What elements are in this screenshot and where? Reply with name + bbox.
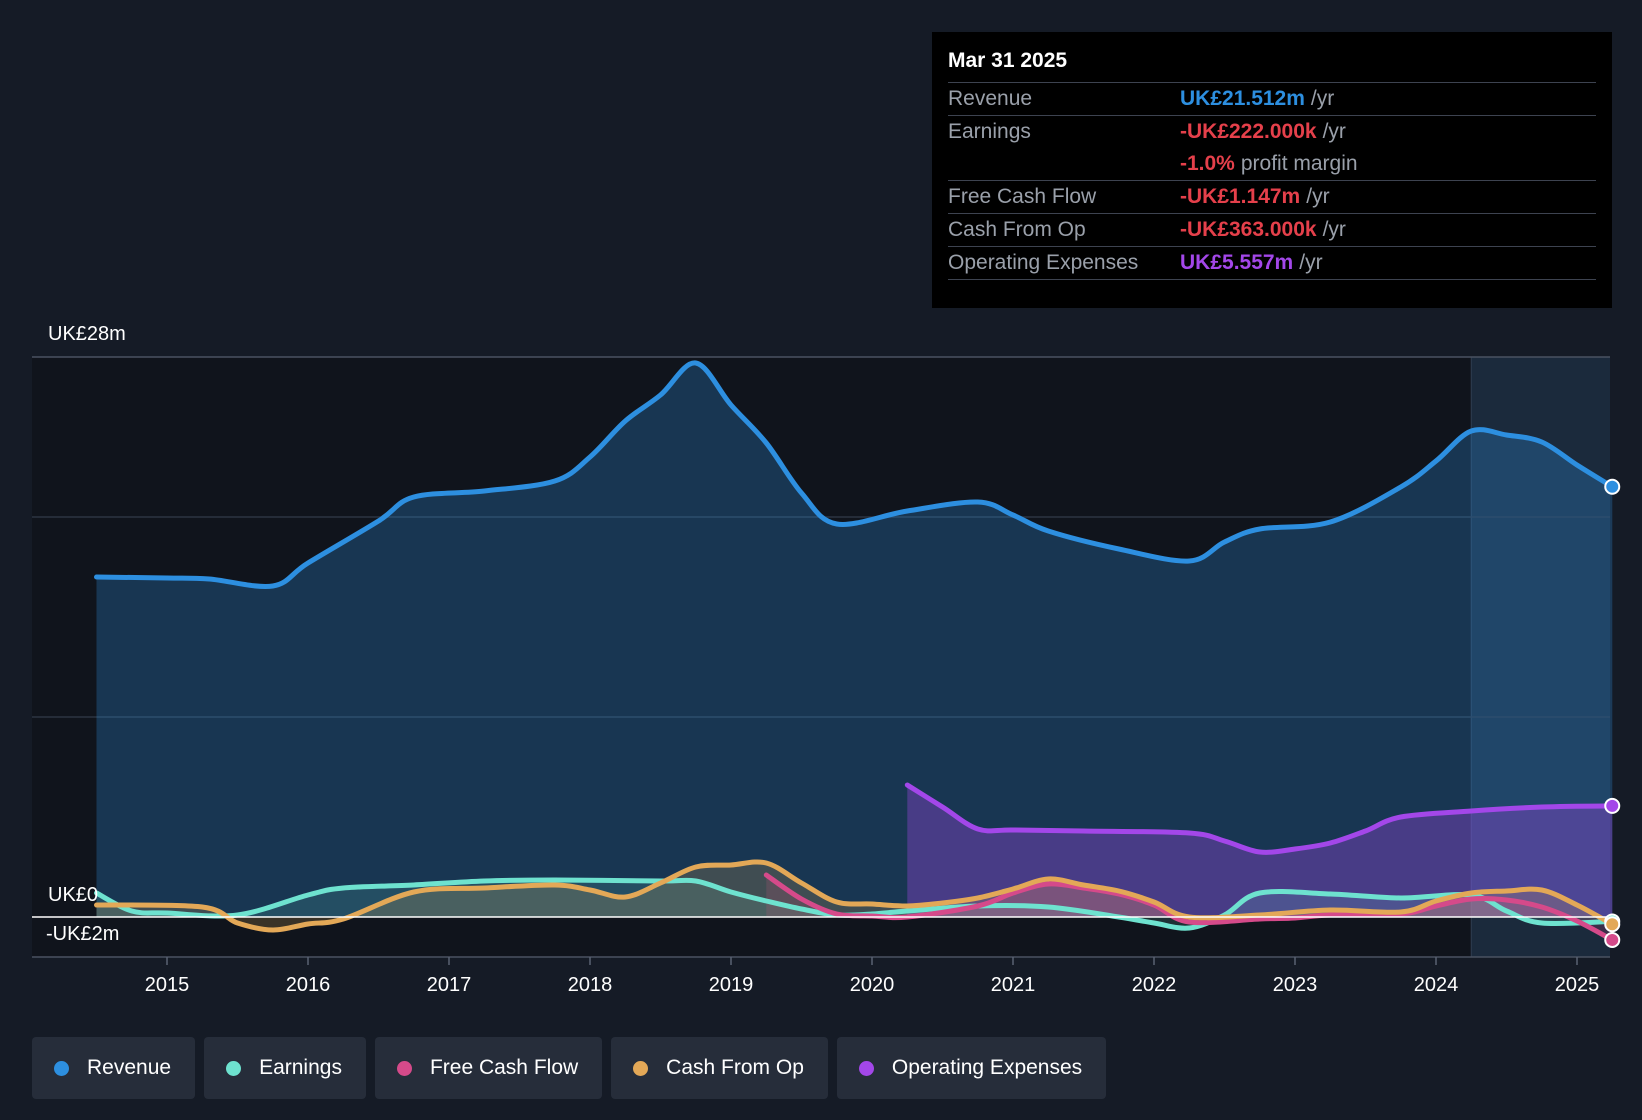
tooltip-label: Earnings	[948, 120, 1031, 143]
legend-label: Operating Expenses	[891, 1056, 1083, 1079]
end-marker-free-cash-flow	[1604, 931, 1621, 948]
area-revenue	[96, 362, 1613, 917]
tooltip-unit: /yr	[1322, 120, 1346, 143]
end-marker-revenue	[1604, 478, 1621, 495]
x-tick-label-2025: 2025	[1555, 974, 1600, 996]
x-tick-label-2017: 2017	[427, 974, 472, 996]
end-marker-operating-expenses	[1604, 797, 1621, 814]
area-cash-from-op	[96, 861, 1613, 931]
y-axis-top-label: UK£28m	[48, 323, 126, 345]
line-operating-expenses	[904, 782, 1615, 855]
legend-item-operating-expenses[interactable]: Operating Expenses	[836, 1037, 1107, 1099]
tooltip-value: -UK£363.000k	[1180, 218, 1317, 241]
tooltip-unit: /yr	[1310, 87, 1335, 110]
y-axis-bottom-label: -UK£2m	[46, 923, 119, 945]
forecast-region	[1471, 357, 1610, 957]
legend-label: Earnings	[259, 1056, 342, 1079]
legend-item-cash-from-op[interactable]: Cash From Op	[611, 1037, 828, 1099]
tooltip-row-cash-from-op: Cash From Op -UK£363.000k/yr	[948, 213, 1596, 246]
y-axis-zero-label: UK£0	[48, 884, 98, 906]
tooltip-label: Free Cash Flow	[948, 185, 1097, 208]
x-tick-label-2018: 2018	[568, 974, 613, 996]
x-tick-label-2023: 2023	[1273, 974, 1318, 996]
tooltip-row-earnings: Earnings -UK£222.000k/yr	[948, 115, 1596, 148]
legend-item-free-cash-flow[interactable]: Free Cash Flow	[374, 1037, 603, 1099]
tooltip-row-revenue: Revenue UK£21.512m/yr	[948, 82, 1596, 115]
tooltip-date: Mar 31 2025	[948, 49, 1068, 72]
legend-item-earnings[interactable]: Earnings	[204, 1037, 366, 1099]
tooltip-unit: profit margin	[1240, 152, 1358, 175]
tooltip-row-profit-margin: -1.0% profit margin	[948, 148, 1596, 180]
legend-dot-icon	[633, 1060, 649, 1076]
tooltip-value: UK£5.557m	[1180, 251, 1294, 274]
x-tick-label-2022: 2022	[1132, 974, 1177, 996]
tooltip-value: -UK£1.147m	[1180, 185, 1301, 208]
tooltip-label: Revenue	[948, 87, 1033, 110]
line-revenue	[94, 360, 1615, 590]
tooltip-row-operating-expenses: Operating Expenses UK£5.557m/yr	[948, 246, 1596, 279]
tooltip-unit: /yr	[1299, 251, 1323, 274]
tooltip-unit: /yr	[1322, 218, 1346, 241]
legend-label: Cash From Op	[666, 1056, 804, 1079]
tooltip-unit: /yr	[1306, 185, 1330, 208]
tooltip: Mar 31 2025 Revenue UK£21.512m/yr Earnings…	[932, 32, 1612, 308]
x-tick-label-2016: 2016	[286, 974, 331, 996]
legend-dot-icon	[396, 1060, 412, 1076]
tooltip-label: Cash From Op	[948, 218, 1086, 241]
legend-item-revenue[interactable]: Revenue	[32, 1037, 196, 1099]
legend-dot-icon	[226, 1060, 242, 1076]
plot-background	[32, 357, 1472, 957]
x-tick-label-2024: 2024	[1414, 974, 1459, 996]
tooltip-row-free-cash-flow: Free Cash Flow -UK£1.147m/yr	[948, 180, 1596, 213]
legend-dot-icon	[54, 1060, 69, 1076]
x-tick-label-2020: 2020	[850, 974, 895, 996]
legend-label: Revenue	[87, 1056, 172, 1079]
end-marker-cash-from-op	[1604, 916, 1621, 933]
x-tick-label-2021: 2021	[991, 974, 1036, 996]
tooltip-value: -UK£222.000k	[1180, 120, 1317, 143]
legend-dot-icon	[858, 1060, 874, 1076]
tooltip-label: Operating Expenses	[948, 251, 1139, 274]
legend-label: Free Cash Flow	[429, 1056, 579, 1079]
x-tick-label-2019: 2019	[709, 974, 754, 996]
tooltip-value: UK£21.512m	[1180, 87, 1305, 110]
x-tick-label-2015: 2015	[145, 974, 190, 996]
tooltip-value: -1.0%	[1180, 152, 1235, 175]
line-cash-from-op	[94, 859, 1615, 933]
legend: Revenue Earnings Free Cash Flow Cash From O…	[32, 1037, 1107, 1099]
area-free-cash-flow	[766, 875, 1613, 940]
